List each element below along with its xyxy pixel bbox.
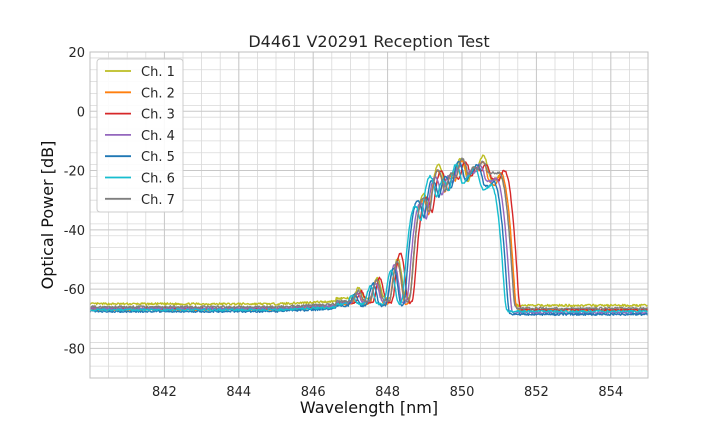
legend-label-4: Ch. 4 xyxy=(141,129,175,144)
legend-label-1: Ch. 1 xyxy=(141,65,175,80)
x-tick-label: 842 xyxy=(152,385,177,400)
chart-title: D4461 V20291 Reception Test xyxy=(248,32,489,51)
x-tick-label: 848 xyxy=(375,385,400,400)
legend-label-7: Ch. 7 xyxy=(141,193,175,208)
y-tick-label: -80 xyxy=(64,342,85,357)
x-tick-label: 852 xyxy=(524,385,549,400)
x-tick-label: 846 xyxy=(301,385,326,400)
y-tick-label: 0 xyxy=(77,105,85,120)
y-axis-label: Optical Power [dB] xyxy=(38,141,57,290)
y-tick-label: -20 xyxy=(64,165,85,180)
series-line-5 xyxy=(89,160,649,316)
legend: Ch. 1 Ch. 2 Ch. 3 Ch. 4 Ch. 5 Ch. 6 Ch. 7 xyxy=(96,58,184,213)
legend-label-6: Ch. 6 xyxy=(141,172,175,187)
y-tick-label: -40 xyxy=(64,224,85,239)
y-tick-label: 20 xyxy=(68,46,85,61)
legend-label-3: Ch. 3 xyxy=(141,108,175,123)
x-tick-label: 854 xyxy=(598,385,623,400)
legend-box xyxy=(96,58,184,213)
axes: 842 844 846 848 850 852 854 20 0 -20 -40 -60 -80 xyxy=(64,46,649,400)
series-line-6 xyxy=(89,163,649,313)
legend-label-5: Ch. 5 xyxy=(141,150,175,165)
x-tick-label: 844 xyxy=(226,385,251,400)
plot-series xyxy=(89,154,649,316)
plot-frame xyxy=(89,51,649,379)
series-line-7 xyxy=(89,157,649,311)
y-tick-label: -60 xyxy=(64,283,85,298)
x-axis-label: Wavelength [nm] xyxy=(300,398,438,417)
x-tick-label: 850 xyxy=(450,385,475,400)
legend-label-2: Ch. 2 xyxy=(141,86,175,101)
